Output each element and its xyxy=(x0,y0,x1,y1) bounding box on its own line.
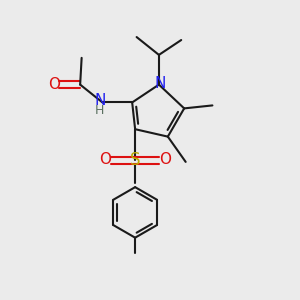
Text: O: O xyxy=(160,152,172,167)
Text: S: S xyxy=(130,152,140,169)
Text: N: N xyxy=(155,76,166,91)
Text: H: H xyxy=(95,104,104,117)
Text: O: O xyxy=(48,76,60,92)
Text: O: O xyxy=(99,152,111,167)
Text: N: N xyxy=(94,94,106,109)
